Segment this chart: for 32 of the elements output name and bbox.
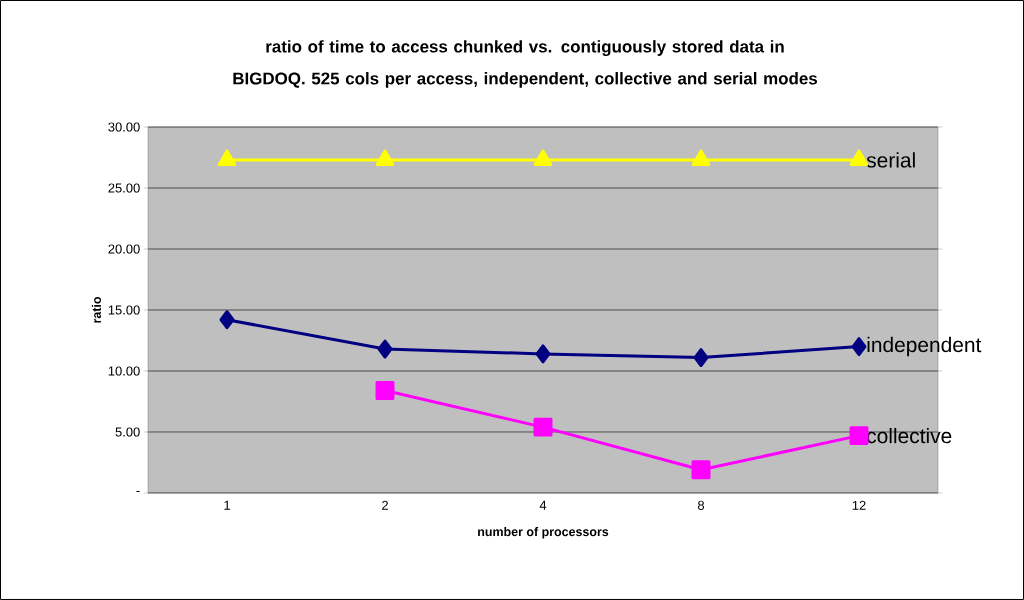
point — [217, 149, 237, 166]
point — [377, 339, 393, 359]
y-tick-label: 15.00 — [108, 305, 140, 315]
series-label: collective — [867, 427, 952, 444]
point — [533, 417, 553, 437]
chart-title: ratio of time to access chunked vs. contiguously stored data in BIGDOQ. 525 cols per access, independent, collective and serial modes — [233, 40, 818, 88]
point — [849, 149, 869, 166]
y-tick-label: 10.00 — [108, 366, 140, 376]
x-tick-label: 8 — [697, 500, 705, 510]
point — [691, 149, 711, 166]
point — [219, 310, 235, 330]
point — [375, 149, 395, 166]
point — [375, 381, 395, 400]
point — [535, 344, 551, 364]
y-tick-label: 20.00 — [108, 244, 140, 254]
point — [691, 460, 711, 480]
x-tick-label: 12 — [852, 500, 866, 510]
x-tick-label: 4 — [539, 500, 547, 510]
x-axis-title: number of processors — [478, 527, 609, 539]
y-tick-label: - — [136, 491, 140, 493]
x-tick-label: 1 — [224, 500, 230, 510]
series-label: serial — [866, 152, 915, 168]
point — [533, 149, 553, 166]
point — [849, 426, 869, 446]
y-tick-label: 25.00 — [108, 183, 140, 193]
y-axis-title: ratio — [91, 296, 101, 323]
y-tick-label: 30.00 — [108, 122, 140, 132]
x-tick-label: 2 — [382, 500, 388, 510]
series-label: independent — [867, 336, 982, 357]
point — [693, 348, 709, 368]
y-tick-label: 5.00 — [115, 427, 140, 437]
point — [851, 337, 867, 357]
